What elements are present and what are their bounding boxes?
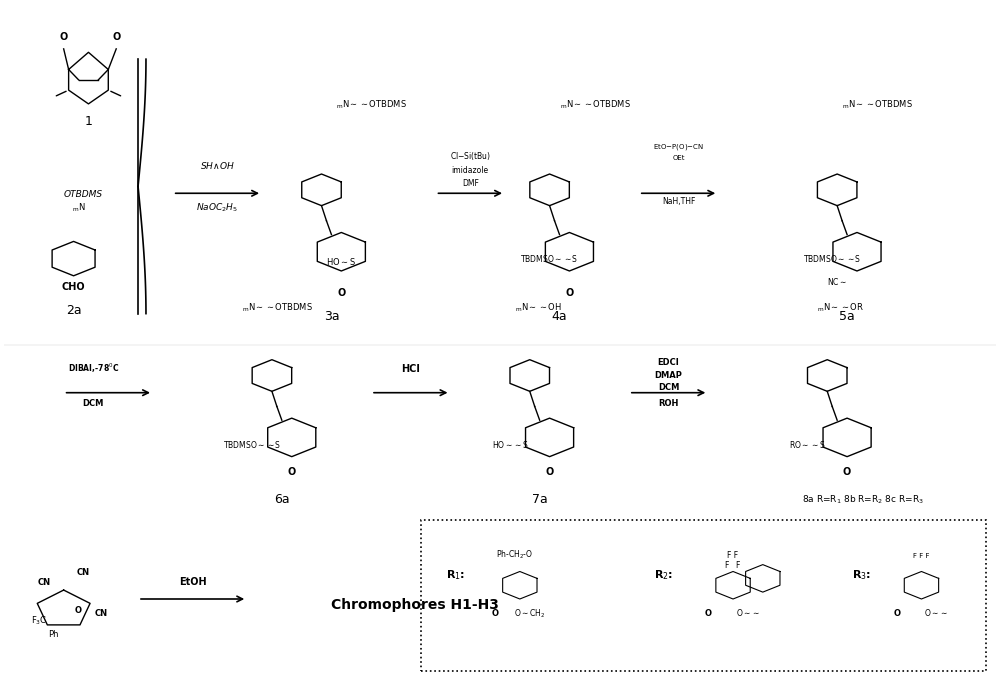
Text: imidazole: imidazole — [452, 166, 489, 175]
Text: $\mathregular{_m}$N$\sim\sim$OTBDMS: $\mathregular{_m}$N$\sim\sim$OTBDMS — [842, 98, 913, 111]
Text: HCl: HCl — [401, 364, 420, 374]
Text: O$\sim\sim$: O$\sim\sim$ — [924, 607, 949, 618]
Text: DMAP: DMAP — [655, 370, 683, 379]
Text: CHO: CHO — [62, 282, 85, 292]
Text: R$_1$:: R$_1$: — [446, 569, 465, 582]
Text: O: O — [75, 606, 82, 615]
Text: $\mathregular{_m}$N$\sim\sim$OH: $\mathregular{_m}$N$\sim\sim$OH — [515, 301, 562, 314]
Text: Chromophores H1-H3: Chromophores H1-H3 — [331, 599, 499, 612]
Text: 1: 1 — [85, 115, 92, 127]
Text: DCM: DCM — [658, 383, 679, 392]
Text: HO$\sim\sim$S: HO$\sim\sim$S — [492, 438, 528, 450]
Text: OEt: OEt — [672, 155, 685, 161]
FancyBboxPatch shape — [421, 520, 986, 671]
Text: F$_3$C: F$_3$C — [31, 614, 47, 626]
Text: F F: F F — [727, 551, 739, 560]
Text: O: O — [492, 609, 499, 618]
Text: 7a: 7a — [532, 493, 548, 506]
Text: OTBDMS: OTBDMS — [64, 190, 103, 199]
Text: Cl$-$Si(tBu): Cl$-$Si(tBu) — [450, 150, 491, 162]
Text: RO$\sim\sim$S: RO$\sim\sim$S — [789, 438, 826, 450]
Text: TBDMSO$\sim\sim$S: TBDMSO$\sim\sim$S — [520, 253, 579, 264]
Text: $\mathregular{_m}$N: $\mathregular{_m}$N — [72, 201, 85, 214]
Text: O$\sim\sim$: O$\sim\sim$ — [736, 607, 760, 618]
Text: Ph: Ph — [48, 630, 59, 639]
Text: NC$\sim$: NC$\sim$ — [827, 276, 847, 287]
Text: 6a: 6a — [274, 493, 290, 506]
Text: DIBAI,-78$^0$C: DIBAI,-78$^0$C — [68, 362, 119, 375]
Text: O: O — [843, 467, 851, 477]
Text: O$\sim$CH$_2$: O$\sim$CH$_2$ — [514, 607, 545, 619]
Text: HO$\sim$S: HO$\sim$S — [326, 257, 356, 267]
Text: EtO$-$P(O)$-$CN: EtO$-$P(O)$-$CN — [653, 142, 704, 152]
Text: CN: CN — [37, 578, 50, 587]
Text: O: O — [545, 467, 554, 477]
Text: 2a: 2a — [66, 303, 81, 317]
Text: NaH,THF: NaH,THF — [662, 196, 695, 205]
Text: $\mathregular{_m}$N$\sim\sim$OTBDMS: $\mathregular{_m}$N$\sim\sim$OTBDMS — [242, 301, 313, 314]
Text: CN: CN — [95, 609, 108, 618]
Text: F$\quad$F: F$\quad$F — [724, 559, 742, 570]
Text: F F F: F F F — [913, 553, 930, 559]
Text: O: O — [60, 32, 68, 42]
Text: TBDMSO$\sim\sim$S: TBDMSO$\sim\sim$S — [803, 253, 861, 264]
Text: O: O — [565, 288, 574, 299]
Text: $\mathregular{_m}$N$\sim\sim$OTBDMS: $\mathregular{_m}$N$\sim\sim$OTBDMS — [336, 98, 407, 111]
Text: CN: CN — [77, 568, 90, 577]
Text: O: O — [337, 288, 345, 299]
Text: DCM: DCM — [83, 400, 104, 409]
Text: $\mathregular{_m}$N$\sim\sim$OR: $\mathregular{_m}$N$\sim\sim$OR — [817, 301, 864, 314]
Text: 3a: 3a — [324, 310, 339, 324]
Text: Ph-CH$_2$-O: Ph-CH$_2$-O — [496, 548, 533, 561]
Text: ROH: ROH — [658, 400, 679, 409]
Text: O: O — [112, 32, 120, 42]
Text: EDCI: EDCI — [658, 358, 679, 367]
Text: NaOC$_2$H$_5$: NaOC$_2$H$_5$ — [196, 201, 239, 214]
Text: R$_3$:: R$_3$: — [852, 569, 872, 582]
Text: SH$\wedge$OH: SH$\wedge$OH — [200, 160, 235, 171]
Text: R$_2$:: R$_2$: — [654, 569, 673, 582]
Text: 5a: 5a — [839, 310, 855, 324]
Text: TBDMSO$\sim\sim$S: TBDMSO$\sim\sim$S — [223, 438, 281, 450]
Text: 8a R=R$_1$ 8b R=R$_2$ 8c R=R$_3$: 8a R=R$_1$ 8b R=R$_2$ 8c R=R$_3$ — [802, 493, 925, 506]
Text: O: O — [288, 467, 296, 477]
Text: DMF: DMF — [462, 180, 479, 189]
Text: O: O — [893, 609, 900, 618]
Text: $\mathregular{_m}$N$\sim\sim$OTBDMS: $\mathregular{_m}$N$\sim\sim$OTBDMS — [560, 98, 630, 111]
Text: 4a: 4a — [552, 310, 567, 324]
Text: EtOH: EtOH — [179, 577, 206, 587]
Text: O: O — [705, 609, 712, 618]
